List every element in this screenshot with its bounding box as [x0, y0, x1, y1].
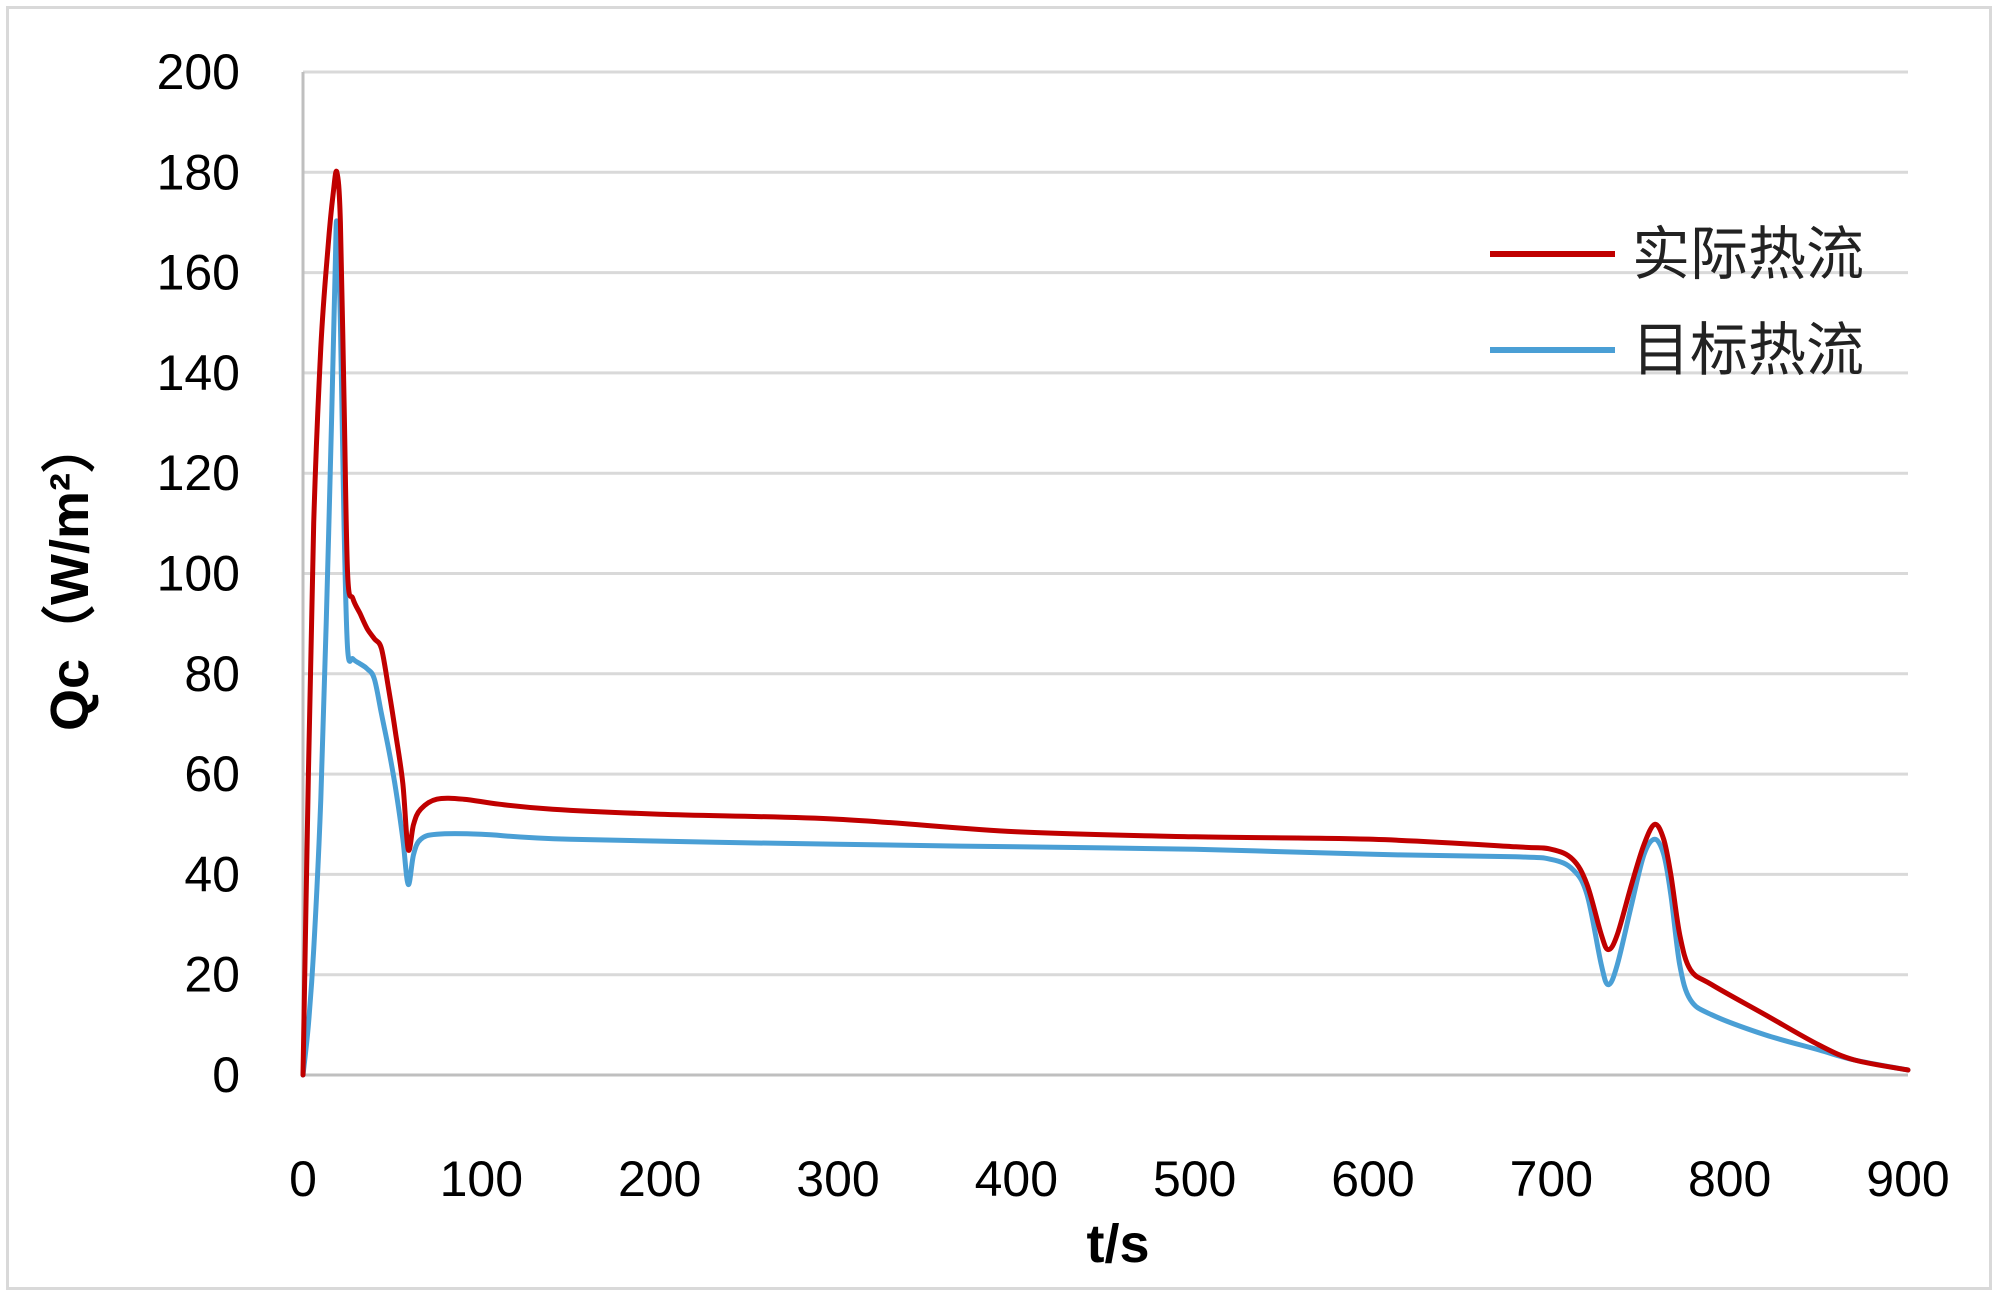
- series-lines: [300, 168, 1911, 1078]
- series-line-actual: [300, 168, 1911, 1078]
- x-tick-labels: 0 100 200 300 400 500 600 700 800 900: [289, 1151, 1950, 1207]
- x-tick-700: 700: [1510, 1151, 1593, 1207]
- y-tick-120: 120: [157, 445, 240, 501]
- legend-label-actual: 实际热流: [1632, 220, 1864, 288]
- series-line-target: [300, 218, 1911, 1078]
- y-axis-title: Qc（W/m²）: [40, 419, 100, 731]
- y-tick-labels: 0 20 40 60 80 100 120 140 160 180 200: [157, 44, 240, 1103]
- x-tick-100: 100: [440, 1151, 523, 1207]
- y-tick-180: 180: [157, 144, 240, 200]
- x-axis-title: t/s: [1086, 1214, 1149, 1274]
- legend-label-target: 目标热流: [1632, 316, 1864, 384]
- x-tick-500: 500: [1153, 1151, 1236, 1207]
- x-tick-200: 200: [618, 1151, 701, 1207]
- gridlines: [303, 70, 1908, 977]
- y-tick-60: 60: [184, 746, 240, 802]
- y-tick-80: 80: [184, 646, 240, 702]
- x-tick-0: 0: [289, 1151, 317, 1207]
- x-tick-600: 600: [1331, 1151, 1414, 1207]
- y-tick-200: 200: [157, 44, 240, 100]
- x-tick-800: 800: [1688, 1151, 1771, 1207]
- x-tick-900: 900: [1866, 1151, 1949, 1207]
- y-tick-0: 0: [212, 1047, 240, 1103]
- x-tick-400: 400: [975, 1151, 1058, 1207]
- y-tick-20: 20: [184, 947, 240, 1003]
- y-tick-100: 100: [157, 546, 240, 602]
- y-tick-160: 160: [157, 245, 240, 301]
- axes: [301, 72, 1908, 1077]
- y-tick-40: 40: [184, 846, 240, 902]
- y-tick-140: 140: [157, 345, 240, 401]
- x-tick-300: 300: [796, 1151, 879, 1207]
- legend: 实际热流 目标热流: [1490, 220, 1864, 384]
